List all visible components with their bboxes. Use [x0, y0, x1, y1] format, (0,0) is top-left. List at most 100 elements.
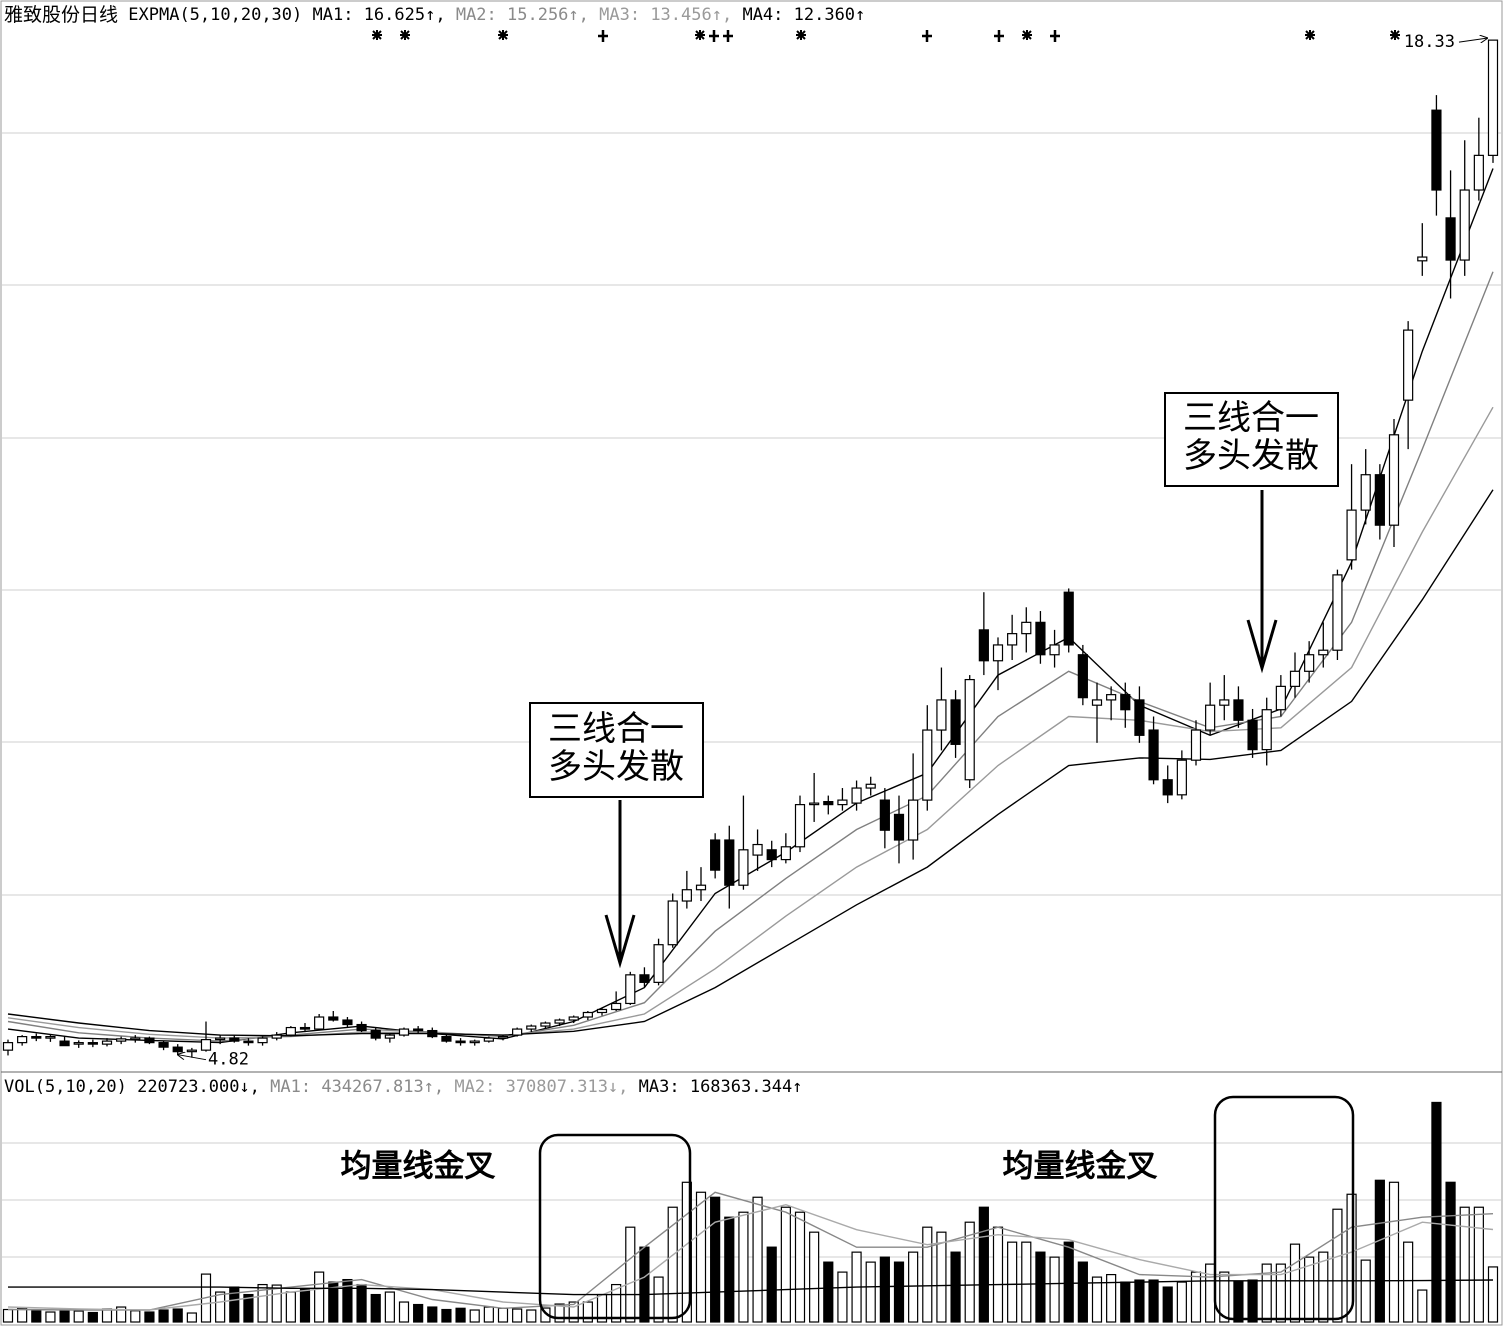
- candle-body: [73, 1042, 84, 1045]
- candle-body: [851, 787, 862, 804]
- volume-bar: [59, 1309, 70, 1323]
- volume-bar: [1275, 1263, 1286, 1323]
- candle-body: [1318, 649, 1329, 656]
- candle-body: [1035, 621, 1046, 656]
- candle-body: [625, 974, 636, 1005]
- candle-body: [992, 644, 1004, 662]
- volume-bar: [512, 1308, 523, 1323]
- volume-bar: [441, 1308, 452, 1323]
- candle-body: [681, 889, 692, 902]
- candle-body: [1063, 591, 1074, 646]
- candle-body: [328, 1016, 339, 1021]
- indicator-line: [7, 489, 1494, 1037]
- volume-bar: [342, 1278, 353, 1323]
- volume-bar: [1162, 1286, 1173, 1323]
- annotations: 三线合一 多头发散 三线合一 多头发散 均量线金叉 均量线金叉: [341, 392, 1355, 1321]
- candle-body: [823, 801, 834, 806]
- legend-entry: MA3: 168363.344↑: [639, 1077, 803, 1097]
- volume-bar: [186, 1312, 197, 1323]
- candle-body: [285, 1026, 296, 1036]
- grid: [1, 132, 1502, 1258]
- volume-bar: [101, 1308, 113, 1323]
- volume-bar: [17, 1307, 28, 1323]
- candle-body: [611, 1002, 622, 1011]
- candle-body: [342, 1019, 353, 1026]
- price-header: 雅致股份日线 EXPMA(5,10,20,30) MA1: 16.625↑, M…: [4, 4, 865, 26]
- legend-entry: MA2: 15.256↑,: [456, 5, 589, 25]
- annotation-text: 均量线金叉: [341, 1149, 496, 1185]
- candle-body: [710, 839, 721, 871]
- volume-bar: [1176, 1281, 1187, 1323]
- volume-bar: [285, 1291, 296, 1323]
- volume-bar: [752, 1196, 763, 1323]
- indicator-line: [8, 1279, 1494, 1296]
- volume-bar: [738, 1211, 749, 1323]
- candle-body: [1445, 217, 1456, 261]
- candle-body: [398, 1028, 410, 1036]
- candle-body: [639, 974, 650, 983]
- candle-body: [582, 1011, 593, 1018]
- volume-bar: [497, 1307, 509, 1323]
- candle-body: [1261, 709, 1272, 751]
- volume-bar: [1473, 1206, 1484, 1323]
- stock-title: 雅致股份日线: [4, 4, 118, 26]
- volume-bar: [257, 1283, 268, 1323]
- volume-bar: [116, 1306, 127, 1323]
- volume-bar: [45, 1311, 56, 1323]
- volume-bar: [158, 1309, 169, 1323]
- volume-header: VOL(5,10,20) 220723.000↓, MA1: 434267.81…: [4, 1077, 802, 1097]
- annotation-box: [529, 702, 704, 798]
- volume-bar: [809, 1231, 820, 1323]
- volume-bar: [1388, 1181, 1400, 1323]
- candle-body: [879, 799, 890, 831]
- candle-body: [978, 629, 989, 662]
- candle-body: [1190, 729, 1202, 761]
- volume-bar: [681, 1181, 692, 1323]
- candle-body: [1374, 474, 1385, 526]
- candle-body: [130, 1037, 141, 1041]
- candle-body: [1077, 654, 1088, 699]
- candle-body: [243, 1040, 254, 1044]
- candle-body: [865, 783, 876, 789]
- candle-body: [596, 1008, 608, 1014]
- volume-bar: [398, 1301, 410, 1323]
- candle-body: [780, 846, 791, 861]
- candle-body: [200, 1039, 212, 1051]
- candle-body: [1247, 719, 1258, 751]
- candle-body: [1360, 474, 1371, 511]
- candle-body: [441, 1035, 452, 1042]
- volume-bar: [1219, 1271, 1230, 1323]
- candle-body: [837, 799, 848, 806]
- arrow: [1246, 490, 1278, 674]
- candle-body: [752, 843, 763, 856]
- volume-bar: [823, 1261, 834, 1323]
- candle-body: [893, 813, 905, 841]
- volume-bar: [1261, 1263, 1272, 1323]
- candle-body: [1091, 699, 1103, 706]
- volume-bar: [611, 1283, 622, 1323]
- candle-body: [526, 1025, 537, 1030]
- candle-body: [1134, 699, 1145, 736]
- annotation-text: 三线合一: [1183, 398, 1319, 438]
- candle-body: [554, 1019, 565, 1024]
- max-price-label: 18.33: [1404, 32, 1455, 52]
- candle-body: [1304, 654, 1315, 672]
- candle-body: [738, 849, 749, 886]
- candle-body: [1219, 699, 1230, 706]
- volume-bar: [766, 1246, 777, 1323]
- volume-bar: [1120, 1281, 1131, 1323]
- candle-body: [229, 1037, 240, 1042]
- volume-bar: [370, 1293, 381, 1323]
- candle-body: [271, 1034, 282, 1039]
- pointer: [1458, 38, 1487, 42]
- volume-bar: [1106, 1273, 1117, 1323]
- annotation-box: [1164, 392, 1339, 487]
- candle-body: [158, 1042, 169, 1048]
- volume-bar: [1190, 1271, 1202, 1323]
- highlight-box: [538, 1133, 692, 1320]
- indicator: VOL(5,10,20): [4, 1077, 127, 1097]
- candle-body: [1120, 694, 1131, 711]
- candle-body: [59, 1040, 70, 1047]
